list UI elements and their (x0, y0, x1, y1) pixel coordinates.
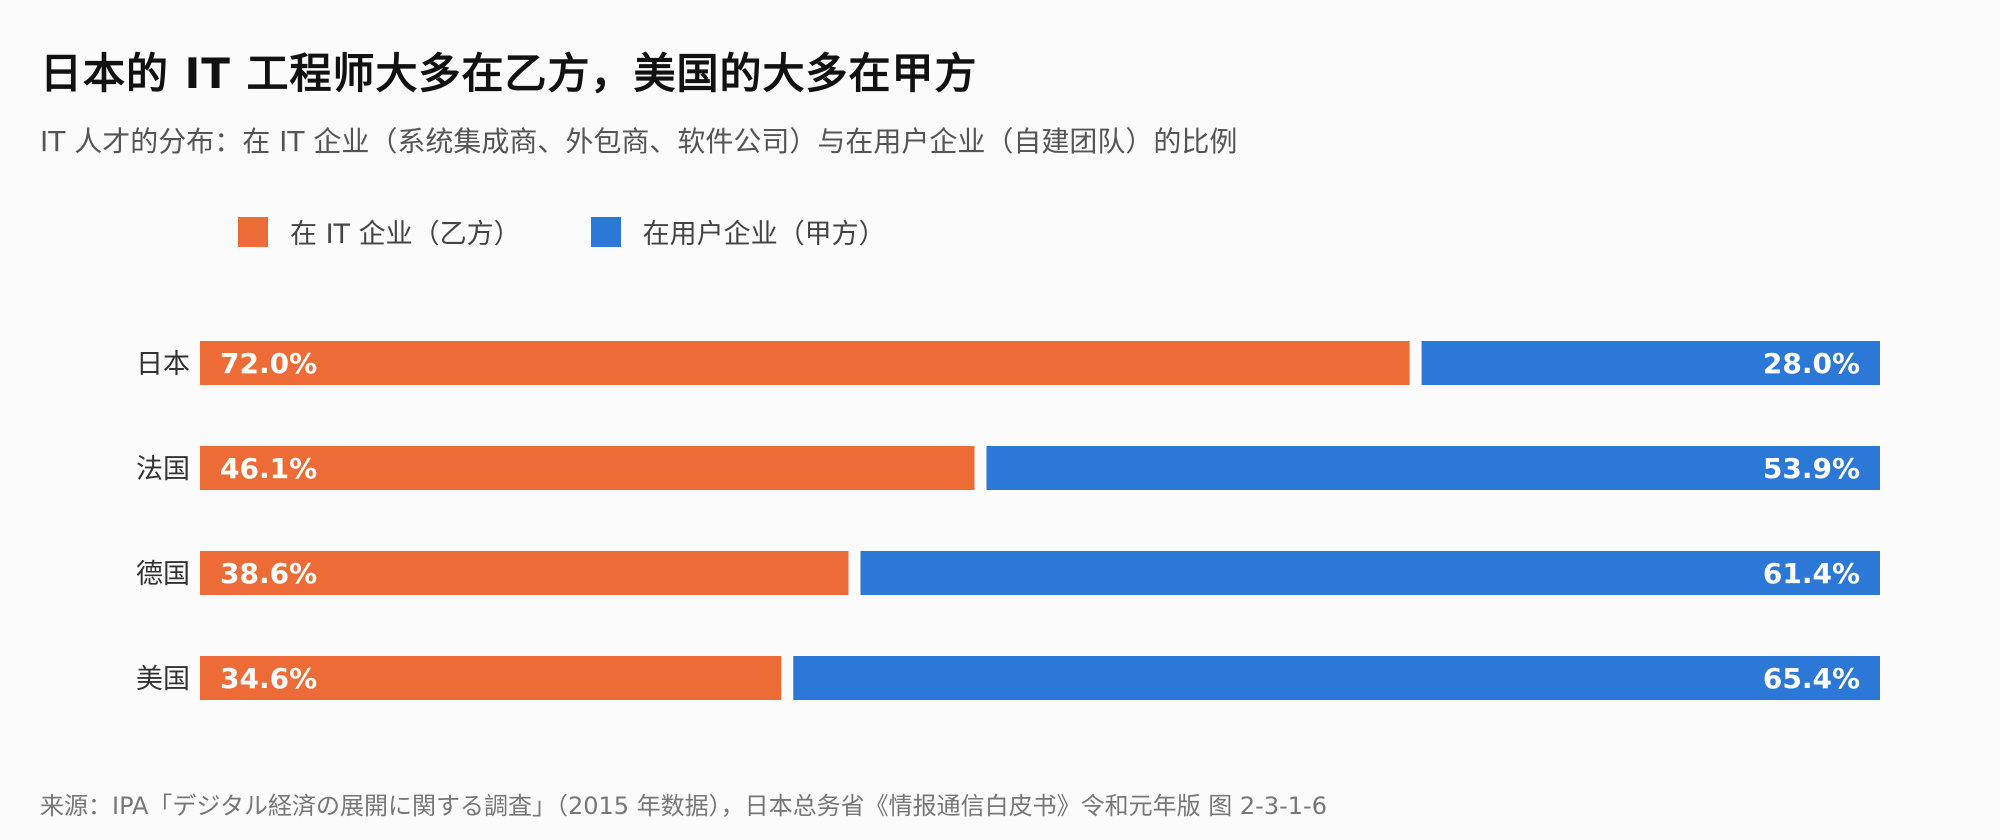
value-label-user-firm-germany: 61.4% (1763, 557, 1860, 590)
legend-label-it-firm: 在 IT 企业（乙方） (290, 219, 521, 250)
value-label-user-firm-usa: 65.4% (1763, 662, 1860, 695)
bar-user-firm-germany (860, 551, 1880, 595)
category-label-france: 法国 (136, 454, 190, 485)
legend: 在 IT 企业（乙方） 在用户企业（甲方） (238, 212, 956, 251)
bar-user-firm-france (986, 446, 1880, 490)
category-label-germany: 德国 (136, 559, 190, 590)
value-label-user-firm-japan: 28.0% (1763, 347, 1860, 380)
legend-swatch-it-firm (238, 216, 268, 247)
value-label-it-firm-germany: 38.6% (220, 557, 317, 590)
category-label-japan: 日本 (136, 349, 190, 380)
legend-item-user-firm: 在用户企业（甲方） (590, 212, 886, 251)
value-label-it-firm-france: 46.1% (220, 452, 317, 485)
value-label-user-firm-france: 53.9% (1763, 452, 1860, 485)
bar-it-firm-japan (200, 341, 1410, 385)
bar-it-firm-germany (200, 551, 849, 595)
value-label-it-firm-usa: 34.6% (220, 662, 317, 695)
bar-it-firm-france (200, 446, 975, 490)
source-note: 来源：IPA「デジタル経済の展開に関する調査」（2015 年数据），日本总务省《… (40, 792, 1327, 820)
chart-subtitle: IT 人才的分布：在 IT 企业（系统集成商、外包商、软件公司）与在用户企业（自… (40, 125, 1238, 158)
bar-user-firm-usa (793, 656, 1880, 700)
bar-it-firm-usa (200, 656, 782, 700)
category-label-usa: 美国 (136, 664, 190, 695)
value-label-it-firm-japan: 72.0% (220, 347, 317, 380)
bar-user-firm-japan (1421, 341, 1880, 385)
chart-title: 日本的 IT 工程师大多在乙方，美国的大多在甲方 (40, 49, 978, 98)
legend-item-it-firm: 在 IT 企业（乙方） (238, 212, 521, 251)
legend-label-user-firm: 在用户企业（甲方） (642, 219, 886, 250)
legend-swatch-user-firm (590, 216, 621, 247)
